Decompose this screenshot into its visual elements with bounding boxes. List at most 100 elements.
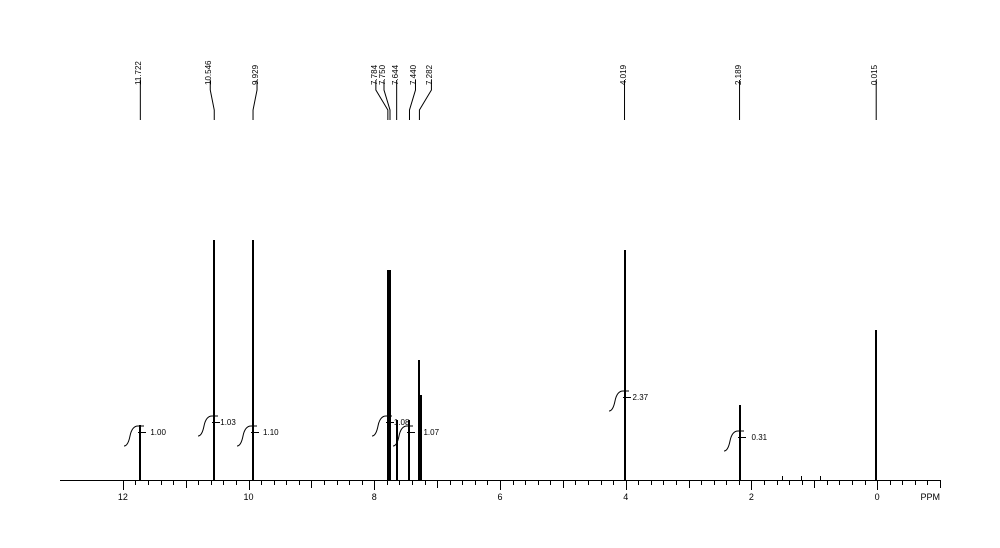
axis-minor-tick [525,480,526,485]
axis-minor-tick [324,480,325,485]
axis-tick-label: 6 [490,492,510,502]
axis-minor-tick [223,480,224,485]
axis-minor-tick [362,480,363,485]
peak-ppm-label: 7.440 [409,65,418,85]
integration-value: 1.08 [394,418,410,427]
axis-minor-tick [651,480,652,485]
axis-minor-tick [161,480,162,485]
axis-minor-tick [425,480,426,485]
axis-tick [249,480,250,490]
baseline-noise [820,476,821,480]
axis-minor-tick [513,480,514,485]
spectrum-peak [389,270,391,480]
axis-tick [877,480,878,490]
peak-leader [60,80,940,200]
axis-minor-tick [538,480,539,485]
axis-minor-tick [135,480,136,485]
axis-minor-tick [802,480,803,485]
peak-leader [60,80,940,200]
integration-marker [386,422,394,423]
axis-minor-tick [563,480,564,488]
axis-tick [500,480,501,490]
axis-minor-tick [865,480,866,485]
axis-tick-label: 4 [616,492,636,502]
axis-minor-tick [148,480,149,485]
integration-value: 0.31 [752,433,768,442]
axis-minor-tick [387,480,388,485]
axis-tick-label: 0 [867,492,887,502]
axis-minor-tick [299,480,300,485]
axis-minor-tick [337,480,338,485]
peak-leader [60,80,940,200]
axis-tick-label: 2 [741,492,761,502]
axis-minor-tick [261,480,262,485]
axis-tick [626,480,627,490]
axis-minor-tick [311,480,312,488]
axis-minor-tick [399,480,400,485]
axis-label: PPM [920,492,940,502]
axis-minor-tick [173,480,174,485]
spectrum-peak [875,330,877,480]
axis-tick [123,480,124,490]
axis-minor-tick [714,480,715,485]
axis-minor-tick [764,480,765,485]
axis-minor-tick [286,480,287,485]
peak-ppm-label: 7.750 [378,65,387,85]
spectrum-peak [420,395,422,480]
axis-tick [751,480,752,490]
integration-curve [235,422,265,452]
nmr-spectrum: 121086420PPM11.72210.5469.9297.7847.7507… [60,40,940,510]
integration-value: 1.03 [220,418,236,427]
peak-leader [60,80,940,200]
peak-ppm-label: 9.929 [251,65,260,85]
axis-minor-tick [575,480,576,485]
axis-minor-tick [927,480,928,485]
spectrum-peak [624,250,626,480]
axis-minor-tick [902,480,903,485]
spectrum-peak [252,240,254,480]
axis-minor-tick [814,480,815,488]
baseline-noise [782,476,783,480]
spectrum-peak [408,420,410,480]
integration-marker [407,432,415,433]
axis-minor-tick [211,480,212,485]
integration-curve [196,412,226,442]
axis-minor-tick [701,480,702,485]
integration-curve [607,387,637,417]
axis-minor-tick [236,480,237,485]
axis-minor-tick [475,480,476,485]
peak-ppm-label: 0.015 [870,65,879,85]
axis-minor-tick [450,480,451,485]
integration-marker [623,397,631,398]
axis-minor-tick [663,480,664,485]
axis-minor-tick [676,480,677,485]
axis-minor-tick [915,480,916,485]
axis-minor-tick [186,480,187,488]
axis-tick-label: 8 [364,492,384,502]
axis-minor-tick [613,480,614,485]
integration-curve [722,427,752,457]
spectrum-peak [396,420,398,480]
peak-leader [60,80,940,200]
axis-minor-tick [839,480,840,485]
integration-value: 1.00 [150,428,166,437]
integration-marker [138,432,146,433]
peak-leader [60,80,940,200]
integration-curve [122,422,152,452]
axis-tick-label: 12 [113,492,133,502]
peak-ppm-label: 2.189 [734,65,743,85]
axis-tick [374,480,375,490]
spectrum-peak [213,240,215,480]
peak-ppm-label: 4.019 [619,65,628,85]
axis-minor-tick [487,480,488,485]
axis-minor-tick [638,480,639,485]
spectrum-peak [739,405,741,480]
integration-value: 1.10 [263,428,279,437]
peak-ppm-label: 7.644 [391,65,400,85]
axis-minor-tick [437,480,438,488]
integration-marker [738,437,746,438]
spectrum-peak [139,425,141,480]
axis-minor-tick [726,480,727,485]
peak-leader [60,80,940,200]
axis-minor-tick [198,480,199,485]
